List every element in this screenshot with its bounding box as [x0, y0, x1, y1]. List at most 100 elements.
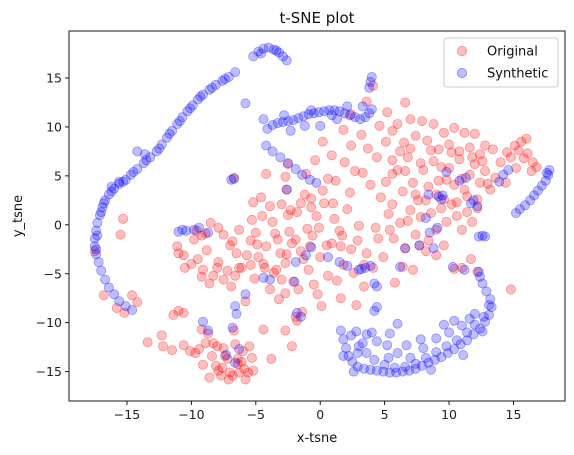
point-original-233 [436, 162, 447, 173]
point-synthetic-215 [383, 352, 394, 363]
point-original-201 [346, 109, 357, 120]
point-synthetic-118 [173, 226, 184, 237]
point-synthetic-219 [415, 334, 426, 345]
point-synthetic-41 [96, 207, 107, 218]
x-tick-label: 0 [316, 407, 324, 422]
point-synthetic-165 [462, 335, 473, 346]
point-synthetic-227 [428, 243, 439, 254]
point-synthetic-113 [228, 173, 239, 184]
point-synthetic-60 [258, 43, 269, 54]
point-synthetic-125 [231, 308, 242, 319]
point-original-226 [490, 172, 501, 183]
point-synthetic-222 [365, 260, 376, 271]
point-original-162 [322, 173, 333, 184]
point-synthetic-244 [460, 172, 471, 183]
legend-label-synthetic: Synthetic [487, 67, 548, 82]
point-synthetic-3 [91, 225, 102, 236]
point-synthetic-147 [347, 356, 358, 367]
point-synthetic-173 [477, 278, 488, 289]
point-original-215 [433, 175, 444, 186]
point-synthetic-75 [288, 115, 299, 126]
point-synthetic-114 [281, 184, 292, 195]
point-synthetic-28 [217, 75, 228, 86]
point-synthetic-141 [234, 344, 245, 355]
point-synthetic-102 [279, 110, 290, 121]
point-original-115 [200, 338, 211, 349]
point-synthetic-197 [405, 352, 416, 363]
point-synthetic-25 [197, 89, 208, 100]
point-original-29 [268, 267, 279, 278]
point-synthetic-1 [89, 241, 100, 252]
point-original-283 [402, 215, 413, 226]
point-synthetic-167 [474, 323, 485, 334]
point-original-101 [344, 187, 355, 198]
point-synthetic-89 [360, 112, 371, 123]
point-synthetic-122 [203, 325, 214, 336]
point-original-91 [280, 288, 291, 299]
x-tick-label: −10 [178, 407, 204, 422]
point-synthetic-225 [400, 243, 411, 254]
point-synthetic-246 [514, 204, 525, 215]
point-original-263 [446, 199, 457, 210]
point-original-133 [208, 338, 219, 349]
point-synthetic-255 [542, 167, 553, 178]
point-synthetic-22 [182, 106, 193, 117]
point-synthetic-170 [486, 301, 497, 312]
point-original-289 [527, 157, 538, 168]
point-synthetic-61 [263, 42, 274, 53]
point-synthetic-46 [141, 155, 152, 166]
point-original-1 [98, 290, 109, 301]
point-synthetic-7 [100, 195, 111, 206]
point-original-214 [428, 156, 439, 167]
point-synthetic-182 [400, 361, 411, 372]
point-original-130 [236, 356, 247, 367]
point-synthetic-235 [477, 230, 488, 241]
point-synthetic-87 [349, 112, 360, 123]
point-synthetic-257 [498, 169, 509, 180]
y-tick-label: 0 [54, 217, 62, 232]
point-original-20 [231, 248, 242, 259]
point-synthetic-232 [447, 261, 458, 272]
point-original-144 [291, 315, 302, 326]
point-original-62 [298, 254, 309, 265]
point-original-286 [513, 145, 524, 156]
point-original-224 [480, 165, 491, 176]
point-original-54 [234, 224, 245, 235]
point-original-285 [509, 140, 520, 151]
point-original-99 [317, 185, 328, 196]
point-original-79 [276, 274, 287, 285]
point-synthetic-195 [382, 340, 393, 351]
point-synthetic-161 [436, 351, 447, 362]
point-synthetic-231 [420, 212, 431, 223]
point-synthetic-70 [262, 123, 273, 134]
point-original-255 [405, 205, 416, 216]
point-synthetic-242 [423, 189, 434, 200]
point-original-61 [290, 234, 301, 245]
point-original-166 [387, 168, 398, 179]
point-original-186 [416, 116, 427, 127]
point-synthetic-127 [291, 307, 302, 318]
point-synthetic-172 [481, 286, 492, 297]
point-synthetic-199 [431, 333, 442, 344]
point-original-198 [480, 140, 491, 151]
point-original-102 [304, 241, 315, 252]
point-original-125 [197, 359, 208, 370]
point-original-131 [240, 374, 251, 385]
point-original-154 [316, 301, 327, 312]
point-synthetic-59 [253, 46, 264, 57]
point-original-298 [178, 340, 189, 351]
point-synthetic-72 [272, 118, 283, 129]
point-original-242 [420, 195, 431, 206]
point-synthetic-81 [319, 106, 330, 117]
point-original-18 [222, 265, 233, 276]
point-original-17 [218, 229, 229, 240]
point-synthetic-37 [120, 301, 131, 312]
point-synthetic-105 [267, 146, 278, 157]
point-synthetic-148 [352, 361, 363, 372]
point-synthetic-200 [444, 327, 455, 338]
point-original-104 [352, 235, 363, 246]
point-synthetic-110 [304, 174, 315, 185]
point-original-249 [370, 222, 381, 233]
point-synthetic-206 [369, 305, 380, 316]
point-synthetic-253 [543, 169, 554, 180]
